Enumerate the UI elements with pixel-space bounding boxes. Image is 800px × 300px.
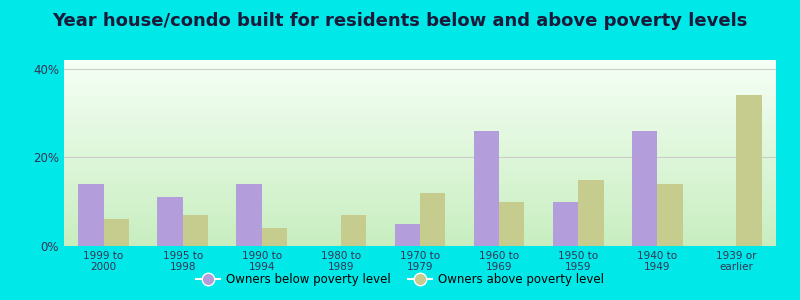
Bar — [658, 184, 682, 246]
Bar — [341, 215, 366, 246]
Bar — [632, 131, 658, 246]
Bar — [474, 131, 499, 246]
Bar — [420, 193, 446, 246]
Bar — [103, 219, 129, 246]
Bar — [158, 197, 182, 246]
Legend: Owners below poverty level, Owners above poverty level: Owners below poverty level, Owners above… — [191, 269, 609, 291]
Bar — [182, 215, 208, 246]
Bar — [737, 95, 762, 246]
Bar — [78, 184, 103, 246]
Bar — [499, 202, 525, 246]
Bar — [578, 180, 603, 246]
Bar — [237, 184, 262, 246]
Bar — [553, 202, 578, 246]
Text: Year house/condo built for residents below and above poverty levels: Year house/condo built for residents bel… — [52, 12, 748, 30]
Bar — [262, 228, 287, 246]
Bar — [394, 224, 420, 246]
